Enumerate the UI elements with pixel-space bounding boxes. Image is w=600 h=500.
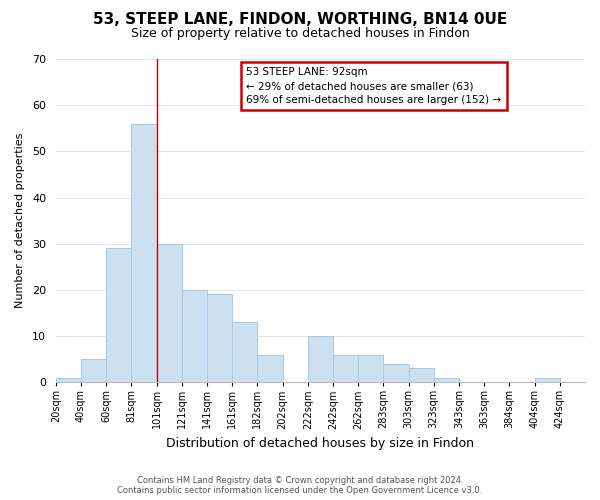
Bar [157,244,182,382]
Bar [333,354,358,382]
Bar [434,378,459,382]
Text: 53 STEEP LANE: 92sqm
← 29% of detached houses are smaller (63)
69% of semi-detac: 53 STEEP LANE: 92sqm ← 29% of detached h… [247,67,502,105]
Bar [81,359,106,382]
X-axis label: Distribution of detached houses by size in Findon: Distribution of detached houses by size … [166,437,475,450]
Bar [232,322,257,382]
Text: Size of property relative to detached houses in Findon: Size of property relative to detached ho… [131,28,469,40]
Bar [56,378,81,382]
Bar [409,368,434,382]
Bar [207,294,232,382]
Bar [106,248,131,382]
Y-axis label: Number of detached properties: Number of detached properties [15,133,25,308]
Bar [182,290,207,382]
Bar [358,354,383,382]
Text: Contains HM Land Registry data © Crown copyright and database right 2024.
Contai: Contains HM Land Registry data © Crown c… [118,476,482,495]
Bar [535,378,560,382]
Bar [131,124,157,382]
Text: 53, STEEP LANE, FINDON, WORTHING, BN14 0UE: 53, STEEP LANE, FINDON, WORTHING, BN14 0… [93,12,507,28]
Bar [257,354,283,382]
Bar [308,336,333,382]
Bar [383,364,409,382]
